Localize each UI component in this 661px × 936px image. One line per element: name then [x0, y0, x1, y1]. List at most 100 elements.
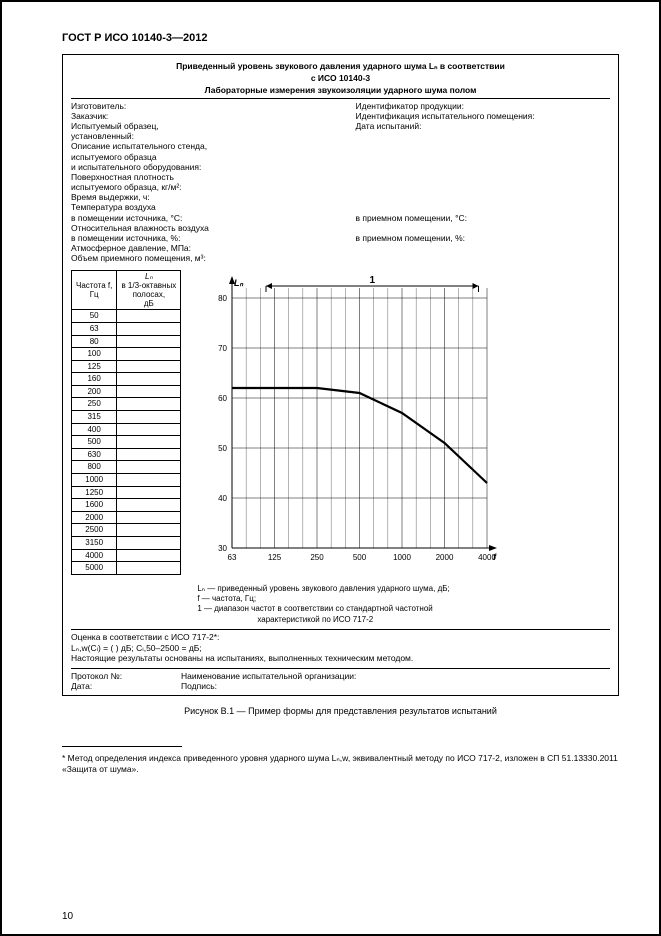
form-left-line: Время выдержки, ч: — [71, 192, 326, 202]
table-row: 5000 — [72, 562, 181, 575]
form-right-line — [356, 202, 611, 212]
freq-cell: 4000 — [72, 549, 117, 562]
table-row: 50 — [72, 310, 181, 323]
table-row: 250 — [72, 398, 181, 411]
protocol-block: Протокол №: Дата: Наименование испытател… — [71, 668, 610, 691]
value-cell — [117, 385, 181, 398]
form-right-line: в приемном помещении, %: — [356, 233, 611, 243]
freq-cell: 800 — [72, 461, 117, 474]
svg-text:2000: 2000 — [436, 553, 454, 562]
freq-cell: 2500 — [72, 524, 117, 537]
svg-text:63: 63 — [228, 553, 237, 562]
svg-text:1: 1 — [370, 275, 376, 286]
form-right-line — [356, 141, 611, 151]
chart-legend: Lₙ — приведенный уровень звукового давле… — [197, 584, 610, 626]
protocol-left: Протокол №: Дата: — [71, 671, 181, 691]
chart-wrap: 304050607080Lₙf631252505001000200040001 … — [181, 268, 610, 626]
form-right-line — [356, 131, 611, 141]
protocol-no: Протокол №: — [71, 671, 181, 681]
form-left-col: Изготовитель:Заказчик:Испытуемый образец… — [71, 101, 326, 264]
eval-block: Оценка в соответствии с ИСО 717-2*: Lₙ,w… — [71, 629, 610, 664]
col1-header: Частота f, Гц — [72, 270, 117, 310]
value-cell — [117, 398, 181, 411]
freq-cell: 80 — [72, 335, 117, 348]
page-number: 10 — [62, 911, 73, 922]
value-cell — [117, 524, 181, 537]
footnote-rule — [62, 746, 182, 747]
form-right-line: Идентификатор продукции: — [356, 101, 611, 111]
freq-cell: 125 — [72, 360, 117, 373]
form-left-line: Относительная влажность воздуха — [71, 223, 326, 233]
form-left-line: Испытуемый образец, — [71, 121, 326, 131]
footnote: * Метод определения индекса приведенного… — [62, 753, 619, 775]
protocol-org: Наименование испытательной организации: — [181, 671, 356, 681]
freq-cell: 315 — [72, 411, 117, 424]
form-title-2: с ИСО 10140-3 — [71, 73, 610, 83]
table-row: 1000 — [72, 474, 181, 487]
eval-l1: Оценка в соответствии с ИСО 717-2*: — [71, 632, 610, 643]
svg-text:125: 125 — [268, 553, 282, 562]
value-cell — [117, 511, 181, 524]
form-left-line: Изготовитель: — [71, 101, 326, 111]
freq-table-wrap: Частота f, Гц Lₙ в 1/3-октавных полосах,… — [71, 268, 181, 626]
form-right-line — [356, 223, 611, 233]
legend-l1: Lₙ — приведенный уровень звукового давле… — [197, 584, 610, 594]
form-left-line: в помещении источника, %: — [71, 233, 326, 243]
form-right-line — [356, 152, 611, 162]
freq-cell: 5000 — [72, 562, 117, 575]
form-right-line — [356, 192, 611, 202]
page-border: ГОСТ Р ИСО 10140-3—2012 Приведенный уров… — [0, 0, 661, 936]
form-left-line: испытуемого образца — [71, 152, 326, 162]
protocol-right: Наименование испытательной организации: … — [181, 671, 356, 691]
form-right-line: Дата испытаний: — [356, 121, 611, 131]
protocol-sign: Подпись: — [181, 681, 356, 691]
form-left-line: испытуемого образца, кг/м²: — [71, 182, 326, 192]
value-cell — [117, 537, 181, 550]
freq-cell: 200 — [72, 385, 117, 398]
table-row: 800 — [72, 461, 181, 474]
table-row: 80 — [72, 335, 181, 348]
freq-cell: 2000 — [72, 511, 117, 524]
form-left-line: Атмосферное давление, МПа: — [71, 243, 326, 253]
form-left-line: и испытательного оборудования: — [71, 162, 326, 172]
value-cell — [117, 486, 181, 499]
legend-l4: характеристикой по ИСО 717-2 — [197, 615, 610, 625]
freq-table: Частота f, Гц Lₙ в 1/3-октавных полосах,… — [71, 270, 181, 575]
value-cell — [117, 436, 181, 449]
form-header-row: Изготовитель:Заказчик:Испытуемый образец… — [71, 98, 610, 264]
eval-l3: Настоящие результаты основаны на испытан… — [71, 653, 610, 664]
freq-cell: 50 — [72, 310, 117, 323]
svg-text:250: 250 — [311, 553, 325, 562]
svg-text:40: 40 — [218, 494, 227, 503]
table-row: 100 — [72, 348, 181, 361]
table-row: 160 — [72, 373, 181, 386]
svg-text:80: 80 — [218, 294, 227, 303]
form-left-line: установленный: — [71, 131, 326, 141]
value-cell — [117, 373, 181, 386]
freq-cell: 63 — [72, 322, 117, 335]
form-left-line: Поверхностная плотность — [71, 172, 326, 182]
value-cell — [117, 474, 181, 487]
form-right-line: Идентификация испытательного помещения: — [356, 111, 611, 121]
table-row: 200 — [72, 385, 181, 398]
form-left-line: Объем приемного помещения, м³: — [71, 253, 326, 263]
svg-text:60: 60 — [218, 394, 227, 403]
eval-l2: Lₙ,w(Cₗ) = ( ) дБ; Cₗ,50–2500 = дБ; — [71, 643, 610, 654]
value-cell — [117, 360, 181, 373]
chart-svg: 304050607080Lₙf631252505001000200040001 — [197, 268, 497, 578]
value-cell — [117, 411, 181, 424]
freq-cell: 1600 — [72, 499, 117, 512]
table-row: 2500 — [72, 524, 181, 537]
table-row: 4000 — [72, 549, 181, 562]
freq-cell: 1250 — [72, 486, 117, 499]
value-cell — [117, 562, 181, 575]
freq-cell: 500 — [72, 436, 117, 449]
table-row: 2000 — [72, 511, 181, 524]
form-right-line — [356, 182, 611, 192]
value-cell — [117, 310, 181, 323]
col2-header: Lₙ в 1/3-октавных полосах, дБ — [117, 270, 181, 310]
form-left-line: Заказчик: — [71, 111, 326, 121]
freq-cell: 630 — [72, 448, 117, 461]
freq-cell: 400 — [72, 423, 117, 436]
value-cell — [117, 423, 181, 436]
